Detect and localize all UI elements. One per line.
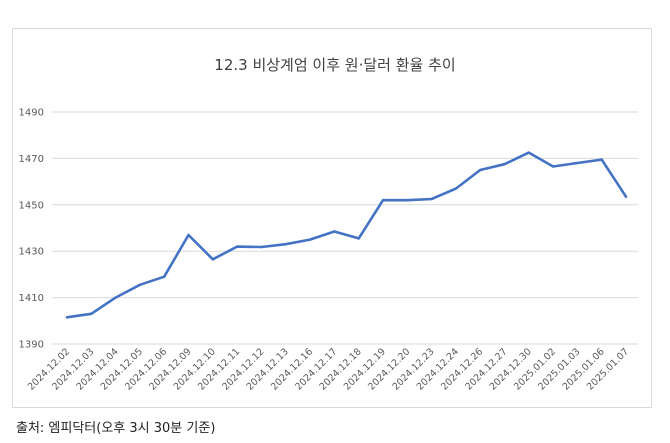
source-note: 출처: 엠피닥터(오후 3시 30분 기준) [16, 421, 216, 436]
y-tick-label: 1450 [19, 200, 44, 211]
chart-frame [12, 28, 652, 408]
y-tick-label: 1390 [19, 340, 44, 351]
data-point [600, 158, 603, 161]
gridlines [52, 111, 638, 345]
data-point [90, 312, 93, 316]
data-point [551, 165, 555, 168]
x-axis-ticks: 2024.12.022024.12.032024.12.042024.12.05… [26, 346, 631, 392]
data-point [235, 245, 239, 248]
data-point [260, 245, 263, 249]
data-point [430, 197, 433, 201]
series-line [65, 151, 628, 319]
data-point [406, 198, 409, 202]
data-point [65, 316, 69, 319]
data-point [284, 243, 287, 246]
data-point [211, 258, 215, 261]
y-axis-ticks: 1390 1410 1430 1450 1470 1490 [19, 108, 44, 351]
series-layer [65, 151, 628, 319]
data-point [576, 161, 579, 165]
data-point [503, 163, 506, 166]
data-point [527, 151, 530, 154]
y-tick-label: 1470 [19, 154, 44, 165]
data-point [187, 233, 190, 237]
data-point [381, 198, 385, 202]
y-tick-label: 1410 [19, 293, 44, 304]
data-point [357, 237, 360, 240]
y-tick-label: 1490 [19, 108, 44, 119]
data-point [478, 168, 482, 172]
data-point [308, 238, 312, 241]
data-point [163, 275, 166, 278]
data-point [333, 230, 336, 233]
data-point [624, 195, 628, 198]
data-point [454, 187, 458, 190]
y-tick-label: 1430 [19, 247, 44, 258]
data-point [138, 283, 142, 287]
chart-title: 12.3 비상계엄 이후 원·달러 환율 추이 [214, 56, 456, 74]
data-point [114, 296, 117, 299]
